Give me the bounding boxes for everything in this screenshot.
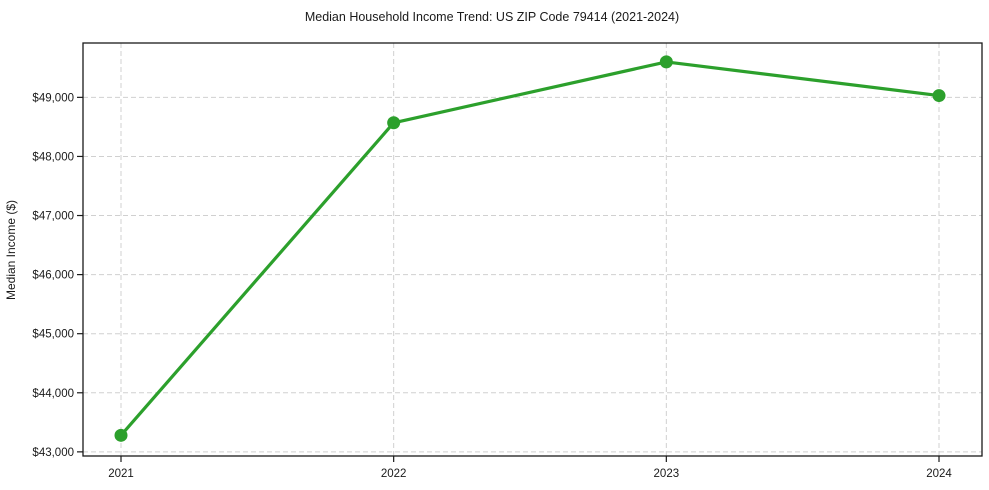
y-tick-label: $44,000 [32,388,74,400]
data-series [114,55,946,442]
y-tick-label: $49,000 [32,92,74,104]
data-point [114,428,128,442]
data-point [387,116,401,130]
x-tick-label: 2021 [108,468,134,480]
grid-lines [83,43,982,456]
y-tick-label: $47,000 [32,211,74,223]
axes: $43,000 $44,000 $45,000 $46,000 $47,000 $48,0… [32,42,983,480]
y-tick-label: $46,000 [32,270,74,282]
chart-title: Median Household Income Trend: US ZIP Co… [305,10,679,24]
x-tick-label: 2024 [926,468,952,480]
x-tick-label: 2022 [381,468,407,480]
data-point [659,55,673,69]
plot-frame [82,42,983,457]
y-tick-label: $45,000 [32,329,74,341]
trend-line [119,60,941,437]
x-tick-label: 2023 [654,468,680,480]
data-point [932,89,946,103]
y-tick-label: $48,000 [32,151,74,163]
y-tick-label: $43,000 [32,447,74,459]
y-axis-label: Median Income ($) [4,200,18,300]
